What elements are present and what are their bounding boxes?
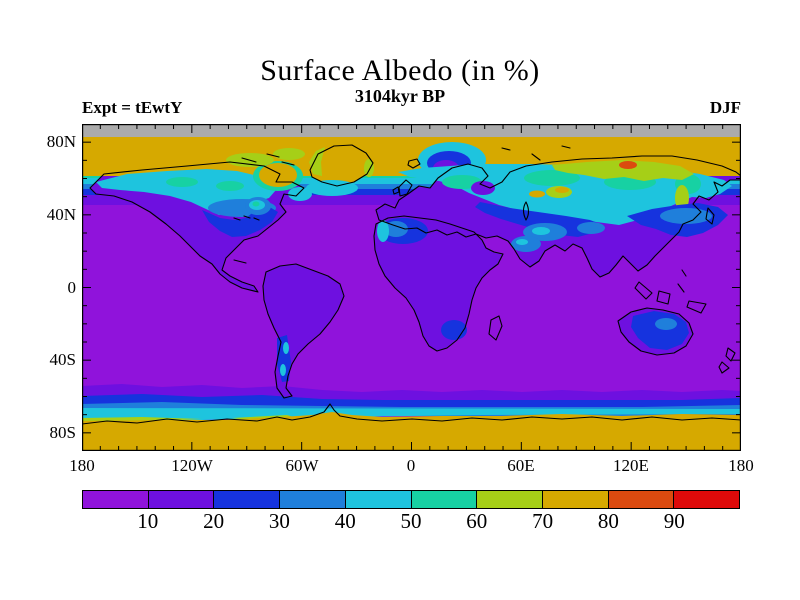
colorbar-labels: 10 20 30 40 50 60 70 80 90 bbox=[82, 509, 740, 535]
colorbar-label-30: 30 bbox=[268, 509, 290, 533]
x-tick-label-180E: 180 bbox=[728, 456, 754, 475]
albedo-world-map bbox=[82, 124, 741, 451]
x-tick-label-0: 0 bbox=[406, 456, 416, 475]
colorbar-label-80: 80 bbox=[597, 509, 619, 533]
colorbar-cell-70-80 bbox=[542, 491, 609, 508]
chart-subtitle: 3104kyr BP bbox=[354, 86, 446, 106]
colorbar-cell-lt10 bbox=[83, 491, 149, 508]
map-border bbox=[82, 124, 741, 451]
colorbar-label-10: 10 bbox=[137, 509, 159, 533]
colorbar-cell-50-60 bbox=[411, 491, 478, 508]
colorbar-cell-gt90 bbox=[674, 491, 740, 508]
x-tick-label-60E: 60E bbox=[507, 456, 535, 475]
y-tick-label-80N: 80N bbox=[46, 132, 76, 151]
y-tick-label-0: 0 bbox=[67, 278, 77, 297]
colorbar-label-50: 50 bbox=[400, 509, 422, 533]
colorbar-cell-30-40 bbox=[280, 491, 346, 508]
colorbar-cell-20-30 bbox=[214, 491, 281, 508]
colorbar-label-20: 20 bbox=[203, 509, 225, 533]
x-tick-label-120W: 120W bbox=[171, 456, 213, 475]
y-tick-label-40N: 40N bbox=[46, 205, 76, 224]
page-title: Surface Albedo (in %) bbox=[260, 54, 540, 87]
colorbar-label-70: 70 bbox=[532, 509, 554, 533]
colorbar-cell-10-20 bbox=[148, 491, 215, 508]
x-tick-label-60W: 60W bbox=[285, 456, 319, 475]
experiment-label: Expt = tEwtY bbox=[82, 98, 183, 117]
map-canvas bbox=[82, 124, 741, 451]
season-label: DJF bbox=[709, 98, 741, 117]
y-tick-label-40S: 40S bbox=[49, 350, 76, 369]
colorbar bbox=[82, 490, 740, 509]
colorbar-label-40: 40 bbox=[334, 509, 356, 533]
colorbar-cell-40-50 bbox=[345, 491, 412, 508]
colorbar-cell-80-90 bbox=[608, 491, 675, 508]
x-tick-label-180W: 180 bbox=[69, 456, 95, 475]
y-tick-label-80S: 80S bbox=[49, 423, 76, 442]
colorbar-label-60: 60 bbox=[466, 509, 488, 533]
x-tick-label-120E: 120E bbox=[613, 456, 649, 475]
colorbar-label-90: 90 bbox=[663, 509, 685, 533]
colorbar-cell-60-70 bbox=[477, 491, 543, 508]
